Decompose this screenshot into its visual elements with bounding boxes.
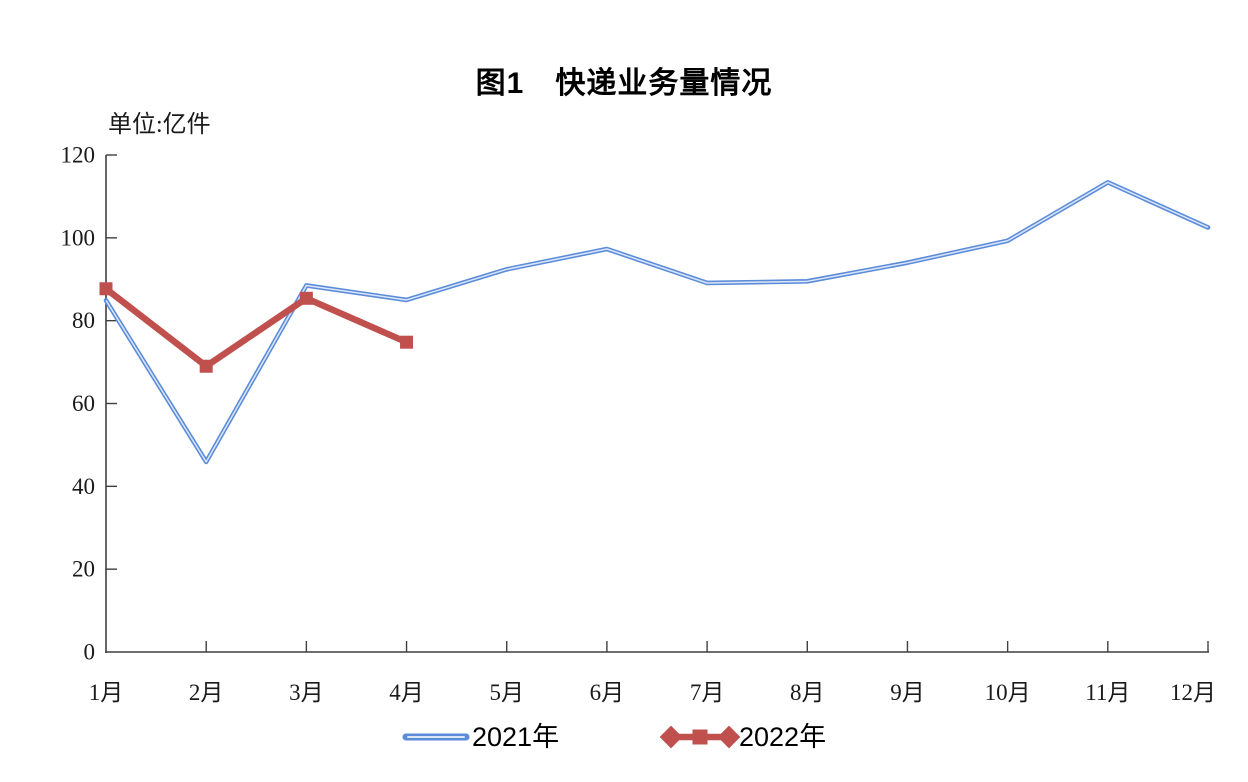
- y-tick-label: 120: [61, 143, 96, 168]
- x-tick-label: 4月: [389, 680, 424, 705]
- y-tick-label: 20: [72, 557, 95, 582]
- x-tick-label: 8月: [790, 680, 825, 705]
- x-tick-label: 7月: [690, 680, 725, 705]
- y-tick-label: 80: [72, 308, 95, 333]
- x-tick-label: 11月: [1085, 680, 1130, 705]
- y-tick-label: 0: [84, 640, 96, 665]
- x-tick-label: 2月: [189, 680, 224, 705]
- axes: 0 20 40 60 80 100 120 1月 2月 3月 4月 5月 6月 7月 8月 9月 10月 11月 1…: [61, 143, 1217, 706]
- x-tick-label: 9月: [890, 680, 925, 705]
- x-tick-label: 1月: [89, 680, 124, 705]
- x-tick-label: 5月: [489, 680, 524, 705]
- series-lines: [99, 180, 1211, 465]
- x-tick-label: 10月: [985, 680, 1031, 705]
- chart-legend: 2021年 2022年: [402, 722, 826, 752]
- y-axis-unit-label: 单位:亿件: [108, 112, 211, 138]
- data-point-marker: [99, 282, 113, 296]
- series-highlight-2021年: [105, 181, 1209, 463]
- legend-label-2021: 2021年: [472, 722, 559, 752]
- legend-diamond-marker: [659, 725, 683, 749]
- legend-label-2022: 2022年: [739, 722, 826, 752]
- series-line-2022年: [102, 285, 410, 370]
- data-point-marker: [199, 359, 213, 373]
- x-tick-label: 6月: [590, 680, 625, 705]
- x-tick-label: 3月: [289, 680, 324, 705]
- data-point-marker: [299, 291, 313, 305]
- y-tick-label: 40: [72, 474, 95, 499]
- legend-diamond-marker: [717, 725, 741, 749]
- y-tick-label: 100: [61, 225, 96, 250]
- chart-title: 图1 快递业务量情况: [475, 67, 773, 100]
- y-tick-label: 60: [72, 391, 95, 416]
- legend-square-marker: [692, 729, 708, 745]
- x-tick-label: 12月: [1170, 680, 1216, 705]
- data-point-marker: [400, 335, 414, 349]
